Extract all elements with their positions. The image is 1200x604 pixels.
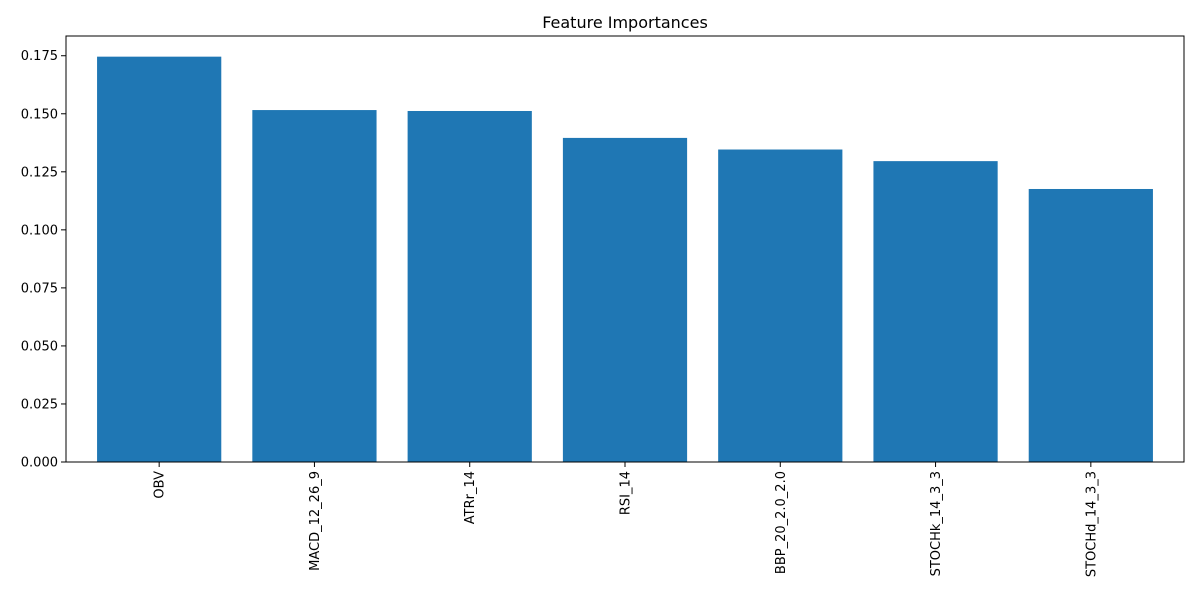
axes-frame	[65, 35, 1185, 463]
y-tick-label: 0.025	[21, 397, 58, 412]
bar-obv	[97, 56, 222, 462]
x-tick-label: BBP_20_2.0_2.0	[774, 471, 789, 574]
x-tick-label: OBV	[153, 471, 168, 499]
bar-macd-12-26-9	[252, 110, 377, 462]
bar-stochk-14-3-3	[873, 161, 998, 462]
x-tick-label: STOCHk_14_3_3	[929, 471, 944, 576]
bar-atrr-14	[407, 110, 532, 463]
y-axis: 0.000 0.025 0.050 0.075 0.100 0.125 0.150 0.175	[21, 49, 66, 471]
x-tick-label: RSI_14	[619, 471, 634, 515]
y-tick-label: 0.000	[21, 456, 58, 471]
bar-stochd-14-3-3	[1028, 188, 1153, 463]
y-tick-label: 0.175	[21, 49, 58, 64]
y-tick-label: 0.100	[21, 223, 58, 238]
x-tick-label: STOCHd_14_3_3	[1084, 471, 1099, 577]
y-tick-label: 0.125	[21, 165, 58, 180]
y-tick-label: 0.050	[21, 339, 58, 354]
bar-rsi-14	[562, 137, 688, 462]
x-axis: OBV MACD_12_26_9 ATRr_14 RSI_14 BBP_20_2.0_2…	[153, 462, 1099, 577]
x-tick-label: ATRr_14	[463, 471, 478, 524]
y-tick-label: 0.075	[21, 281, 58, 296]
chart-title: Feature Importances	[542, 13, 708, 32]
x-tick-label: MACD_12_26_9	[308, 471, 323, 571]
bars-layer	[97, 56, 1153, 463]
bar-bbp-20-2-0-2-0	[718, 149, 843, 462]
y-tick-label: 0.150	[21, 107, 58, 122]
